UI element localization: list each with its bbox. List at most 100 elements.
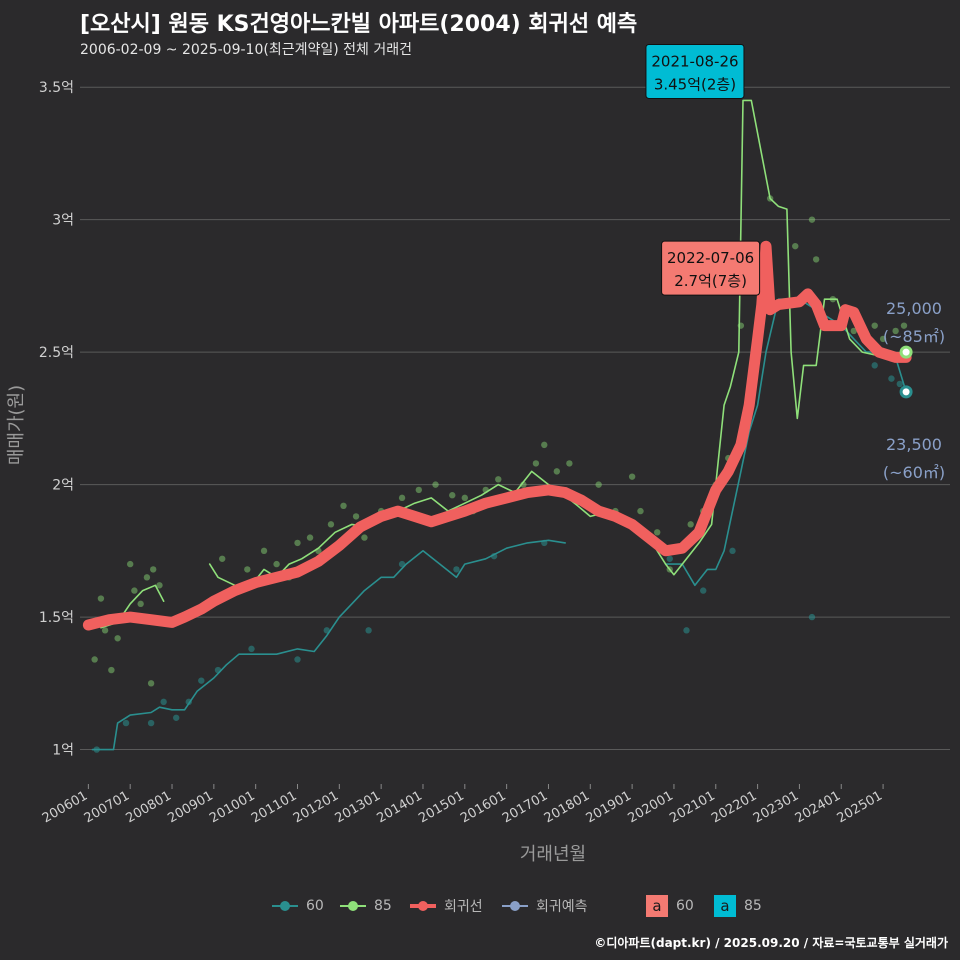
scatter-point-85	[97, 595, 105, 602]
end-marker-60	[899, 385, 913, 399]
x-tick-label: 201101	[249, 788, 299, 826]
scatter-point-85	[892, 327, 899, 335]
scatter-point-85	[108, 666, 115, 674]
annotation-date: 2022-07-06	[667, 249, 754, 267]
x-tick-label: 201801	[542, 788, 592, 826]
end-label-area: (~60㎡)	[883, 463, 945, 482]
scatter-point-60	[871, 362, 878, 369]
legend-item-forecast: 회귀예측	[502, 894, 588, 918]
legend-text-key-60: a 60	[646, 894, 694, 918]
scatter-point-85	[461, 494, 469, 502]
scatter-point-85	[871, 322, 878, 329]
scatter-point-85	[91, 656, 98, 663]
scatter-point-85	[628, 473, 636, 480]
annotation-value: 3.45억(2층)	[654, 75, 736, 93]
x-tick-label: 200601	[40, 788, 90, 826]
scatter-point-85	[149, 566, 157, 573]
legend-label-regression: 회귀선	[444, 899, 483, 915]
x-tick-label: 202501	[835, 788, 885, 826]
x-tick-label: 200901	[165, 788, 215, 826]
scatter-point-85	[850, 327, 857, 335]
scatter-point-85	[143, 574, 151, 581]
x-tick-label: 202301	[751, 788, 801, 826]
scatter-point-60	[248, 645, 255, 653]
y-tick-label: 3억	[52, 213, 74, 229]
scatter-point-85	[137, 600, 144, 608]
scatter-point-60	[888, 375, 895, 382]
scatter-point-60	[666, 555, 673, 562]
scatter-point-60	[160, 698, 167, 706]
chart-subtitle: 2006-02-09 ~ 2025-09-10(최근계약일) 전체 거래건	[80, 42, 412, 58]
scatter-point-85	[126, 560, 134, 568]
scatter-point-85	[101, 627, 109, 634]
scatter-point-85	[260, 547, 268, 555]
x-tick-label: 201901	[584, 788, 634, 826]
scatter-point-85	[532, 460, 540, 467]
scatter-point-85	[306, 534, 314, 541]
x-tick-label: 201301	[333, 788, 383, 826]
x-axis-title: 거래년월	[520, 844, 586, 865]
scatter-point-85	[131, 587, 138, 594]
legend-text-key-60-swatch: a	[646, 895, 668, 917]
annotation-box	[645, 43, 745, 99]
scatter-point-85	[595, 481, 602, 488]
scatter-point-85	[879, 335, 887, 343]
scatter-point-60	[453, 566, 460, 573]
legend-swatch-forecast	[502, 901, 528, 911]
y-tick-label: 2.5억	[39, 345, 74, 361]
x-tick-label: 202101	[667, 788, 717, 826]
scatter-point-60	[122, 719, 130, 727]
x-tick-label: 201401	[374, 788, 424, 826]
scatter-point-85	[449, 492, 456, 499]
scatter-point-85	[687, 521, 694, 528]
scatter-point-85	[294, 539, 301, 547]
scatter-point-60	[365, 627, 372, 634]
end-label-value: 23,500	[886, 435, 942, 454]
x-tick-label: 200701	[82, 788, 132, 826]
scatter-point-85	[808, 216, 816, 223]
legend-swatch-85	[340, 901, 366, 911]
scatter-point-85	[637, 507, 644, 515]
legend-label-85: 85	[374, 898, 392, 914]
scatter-point-85	[792, 242, 799, 250]
y-axis-title: 매매가(원)	[6, 385, 27, 465]
x-tick-label: 200801	[124, 788, 174, 826]
legend: 60 85 회귀선 회귀예측 a 60 a 85	[0, 894, 960, 918]
annotation-date: 2021-08-26	[651, 52, 738, 70]
scatter-point-85	[361, 534, 368, 541]
annotation-box	[661, 240, 761, 296]
legend-item-regression: 회귀선	[410, 894, 483, 918]
y-tick-label: 1억	[52, 743, 74, 759]
scatter-point-85	[114, 635, 121, 642]
legend-text-key-60-label: 60	[676, 898, 694, 914]
legend-text-key-85-label: 85	[744, 898, 762, 914]
scatter-point-60	[147, 719, 155, 727]
legend-label-forecast: 회귀예측	[536, 899, 588, 915]
scatter-point-60	[198, 677, 205, 684]
scatter-point-60	[683, 627, 690, 634]
y-tick-label: 2억	[52, 478, 74, 494]
y-tick-label: 3.5억	[39, 80, 74, 96]
scatter-point-85	[327, 521, 335, 528]
legend-swatch-60	[272, 901, 298, 911]
scatter-point-85	[398, 494, 406, 502]
scatter-point-85	[566, 460, 573, 467]
scatter-point-85	[541, 441, 548, 449]
scatter-point-85	[244, 566, 251, 573]
legend-item-85: 85	[340, 894, 392, 918]
end-marker-85	[899, 345, 913, 359]
x-tick-label: 201501	[416, 788, 466, 826]
scatter-point-85	[900, 322, 908, 329]
scatter-point-85	[654, 529, 661, 536]
legend-label-60: 60	[306, 898, 324, 914]
series-line-s85	[100, 99, 907, 629]
scatter-point-85	[812, 256, 820, 263]
scatter-point-85	[156, 582, 163, 589]
scatter-point-85	[219, 555, 226, 562]
scatter-point-85	[273, 560, 280, 568]
scatter-point-85	[432, 481, 439, 488]
annotation-value: 2.7억(7층)	[674, 272, 747, 290]
scatter-point-85	[553, 468, 561, 475]
scatter-point-60	[173, 714, 180, 721]
